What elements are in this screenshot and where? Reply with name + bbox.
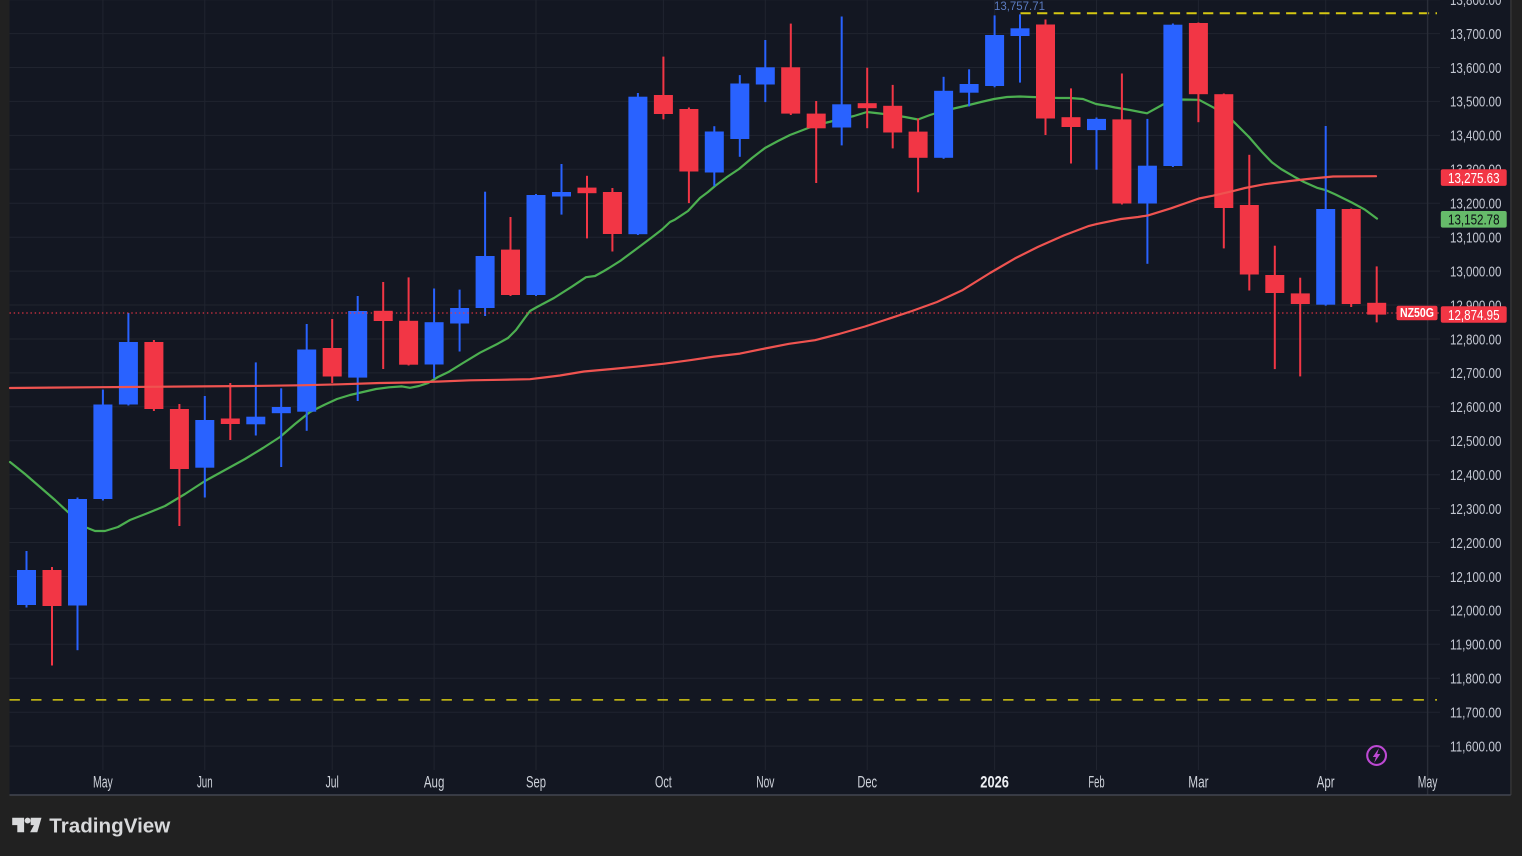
svg-text:Jul: Jul — [326, 774, 339, 792]
svg-text:Dec: Dec — [857, 774, 877, 792]
svg-text:13,700.00: 13,700.00 — [1450, 26, 1502, 43]
svg-text:12,600.00: 12,600.00 — [1450, 399, 1502, 416]
svg-text:13,757.71: 13,757.71 — [994, 1, 1045, 13]
svg-text:TradingView: TradingView — [49, 815, 170, 837]
svg-text:12,874.95: 12,874.95 — [1448, 307, 1500, 324]
svg-text:Nov: Nov — [756, 774, 775, 792]
svg-text:May: May — [1418, 774, 1438, 792]
svg-text:Aug: Aug — [424, 774, 445, 792]
svg-text:12,700.00: 12,700.00 — [1450, 365, 1502, 382]
svg-text:13,100.00: 13,100.00 — [1450, 230, 1502, 247]
svg-text:12,100.00: 12,100.00 — [1450, 569, 1502, 586]
svg-text:Sep: Sep — [526, 774, 546, 792]
svg-text:Apr: Apr — [1317, 774, 1335, 792]
svg-text:Jun: Jun — [197, 774, 213, 792]
svg-text:12,400.00: 12,400.00 — [1450, 467, 1502, 484]
svg-text:May: May — [93, 774, 113, 792]
svg-text:11,900.00: 11,900.00 — [1450, 637, 1502, 654]
svg-text:13,152.78: 13,152.78 — [1448, 212, 1500, 229]
svg-text:12,200.00: 12,200.00 — [1450, 535, 1502, 552]
svg-text:Oct: Oct — [655, 774, 672, 792]
svg-text:13,400.00: 13,400.00 — [1450, 128, 1502, 145]
svg-text:13,500.00: 13,500.00 — [1450, 94, 1502, 111]
svg-text:12,500.00: 12,500.00 — [1450, 433, 1502, 450]
svg-text:NZ50G: NZ50G — [1400, 306, 1434, 320]
svg-text:2026: 2026 — [980, 774, 1009, 792]
svg-text:13,600.00: 13,600.00 — [1450, 60, 1502, 77]
svg-text:13,275.63: 13,275.63 — [1448, 170, 1500, 187]
svg-text:11,700.00: 11,700.00 — [1450, 705, 1502, 722]
svg-text:12,000.00: 12,000.00 — [1450, 603, 1502, 620]
svg-text:12,300.00: 12,300.00 — [1450, 501, 1502, 518]
svg-text:Feb: Feb — [1088, 774, 1104, 792]
svg-text:13,000.00: 13,000.00 — [1450, 263, 1502, 280]
svg-text:Mar: Mar — [1188, 774, 1209, 792]
svg-text:11,600.00: 11,600.00 — [1450, 738, 1502, 755]
svg-text:11,800.00: 11,800.00 — [1450, 671, 1502, 688]
svg-text:13,800.00: 13,800.00 — [1450, 0, 1502, 9]
svg-text:13,200.00: 13,200.00 — [1450, 196, 1502, 213]
svg-text:12,800.00: 12,800.00 — [1450, 331, 1502, 348]
